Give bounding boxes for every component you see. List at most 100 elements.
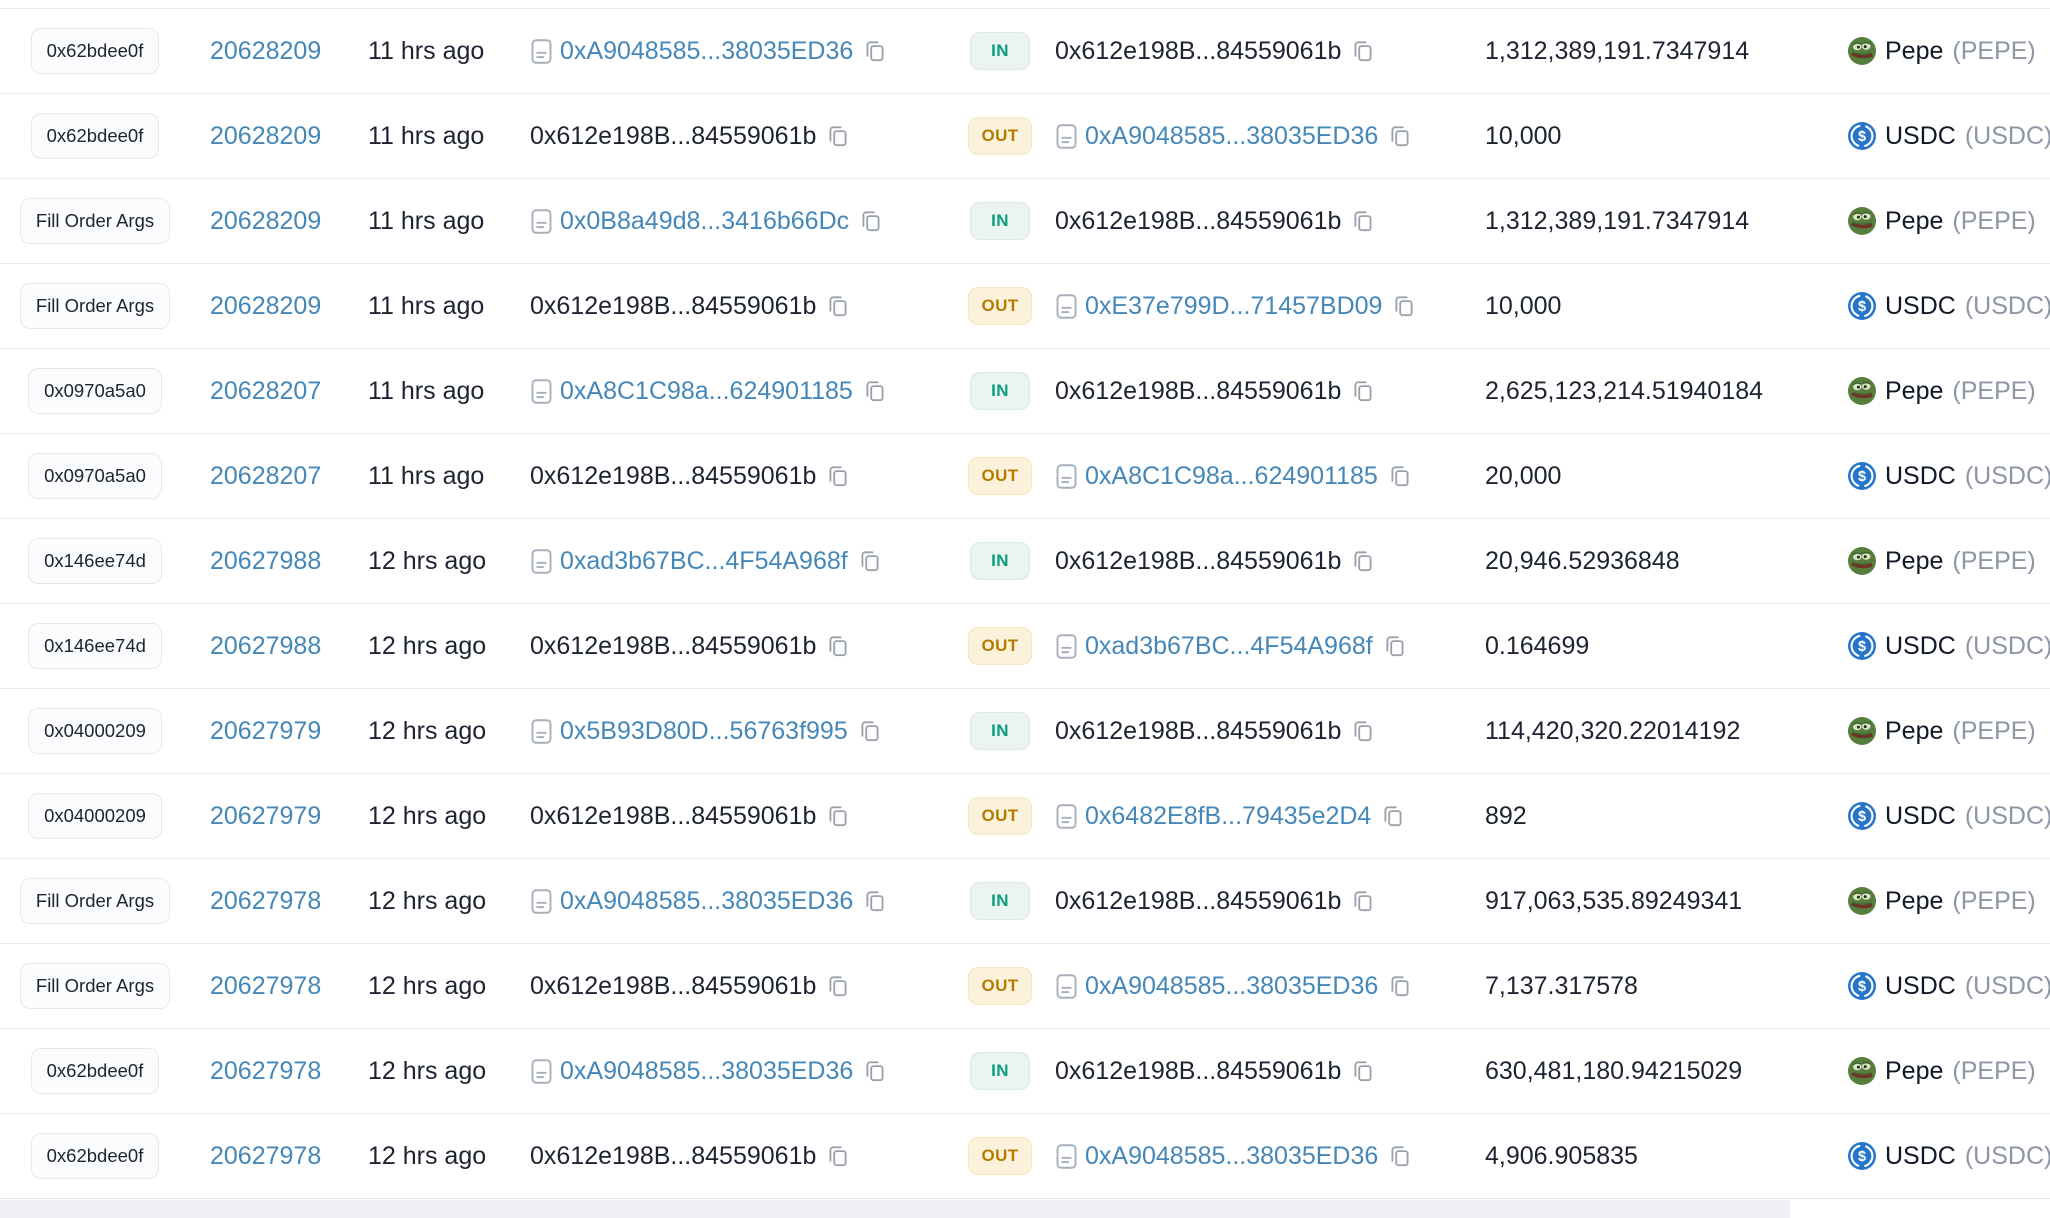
copy-to-address-icon[interactable] — [1387, 1143, 1413, 1169]
direction-badge: IN — [970, 542, 1030, 580]
to-address-link[interactable]: 0xE37e799D...71457BD09 — [1085, 291, 1383, 320]
from-address-link[interactable]: 0xA8C1C98a...624901185 — [560, 376, 853, 405]
token-symbol: (USDC) — [1964, 291, 2050, 320]
block-number-link[interactable]: 20628209 — [210, 36, 322, 65]
block-number-link[interactable]: 20628209 — [210, 291, 322, 320]
block-number-link[interactable]: 20628207 — [210, 376, 322, 405]
copy-to-address-icon[interactable] — [1387, 973, 1413, 999]
copy-from-address-icon[interactable] — [857, 718, 883, 744]
copy-from-address-icon[interactable] — [858, 208, 884, 234]
token-link[interactable]: $ Pepe (PEPE) — [1838, 377, 2050, 406]
copy-to-address-icon[interactable] — [1380, 803, 1406, 829]
copy-to-address-icon[interactable] — [1391, 293, 1417, 319]
token-link[interactable]: $ USDC (USDC) — [1838, 292, 2050, 321]
copy-to-address-icon[interactable] — [1382, 633, 1408, 659]
copy-to-address-icon[interactable] — [1350, 718, 1376, 744]
block-number-link[interactable]: 20627978 — [210, 971, 322, 1000]
block-number-link[interactable]: 20627988 — [210, 631, 322, 660]
contract-doc-icon — [530, 208, 553, 235]
token-link[interactable]: $ USDC (USDC) — [1838, 972, 2050, 1001]
token-symbol: (USDC) — [1964, 801, 2050, 830]
contract-doc-icon — [1055, 123, 1078, 150]
amount-text: 917,063,535.89249341 — [1485, 886, 1743, 915]
to-address-link[interactable]: 0xA9048585...38035ED36 — [1085, 971, 1379, 1000]
scrollbar-thumb[interactable] — [0, 1200, 1790, 1218]
copy-to-address-icon[interactable] — [1387, 463, 1413, 489]
block-number-link[interactable]: 20627988 — [210, 546, 322, 575]
svg-text:$: $ — [1858, 299, 1866, 315]
token-link[interactable]: $ USDC (USDC) — [1838, 122, 2050, 151]
to-address-link[interactable]: 0x6482E8fB...79435e2D4 — [1085, 801, 1372, 830]
block-number-link[interactable]: 20628207 — [210, 461, 322, 490]
from-address-link[interactable]: 0xA9048585...38035ED36 — [560, 886, 854, 915]
from-address-link[interactable]: 0xA9048585...38035ED36 — [560, 36, 854, 65]
token-link[interactable]: $ Pepe (PEPE) — [1838, 887, 2050, 916]
usdc-token-icon: $ — [1848, 632, 1876, 660]
copy-from-address-icon[interactable] — [825, 633, 851, 659]
from-address-text: 0x612e198B...84559061b — [530, 801, 817, 830]
token-link[interactable]: $ USDC (USDC) — [1838, 802, 2050, 831]
contract-doc-icon — [1055, 633, 1078, 660]
age-text: 11 hrs ago — [368, 376, 485, 405]
svg-text:$: $ — [1858, 469, 1866, 485]
token-link[interactable]: $ Pepe (PEPE) — [1838, 37, 2050, 66]
token-link[interactable]: $ USDC (USDC) — [1838, 462, 2050, 491]
copy-to-address-icon[interactable] — [1387, 123, 1413, 149]
copy-from-address-icon[interactable] — [862, 888, 888, 914]
copy-from-address-icon[interactable] — [825, 463, 851, 489]
from-address-link[interactable]: 0x0B8a49d8...3416b66Dc — [560, 206, 850, 235]
block-number-link[interactable]: 20627978 — [210, 1056, 322, 1085]
copy-from-address-icon[interactable] — [825, 293, 851, 319]
block-number-link[interactable]: 20627978 — [210, 1141, 322, 1170]
from-address-link[interactable]: 0xad3b67BC...4F54A968f — [560, 546, 848, 575]
copy-to-address-icon[interactable] — [1350, 548, 1376, 574]
token-link[interactable]: $ Pepe (PEPE) — [1838, 1057, 2050, 1086]
amount-text: 630,481,180.94215029 — [1485, 1056, 1743, 1085]
horizontal-scrollbar[interactable] — [0, 1198, 2050, 1218]
token-link[interactable]: $ USDC (USDC) — [1838, 1142, 2050, 1171]
token-link[interactable]: $ Pepe (PEPE) — [1838, 547, 2050, 576]
from-address-text: 0x612e198B...84559061b — [530, 631, 817, 660]
table-row: Fill Order Args 20627978 12 hrs ago 0x61… — [0, 943, 2050, 1028]
to-address-link[interactable]: 0xA8C1C98a...624901185 — [1085, 461, 1378, 490]
block-number-link[interactable]: 20628209 — [210, 206, 322, 235]
copy-from-address-icon[interactable] — [857, 548, 883, 574]
amount-text: 20,946.52936848 — [1485, 546, 1680, 575]
token-symbol: (PEPE) — [1952, 36, 2036, 65]
copy-to-address-icon[interactable] — [1350, 208, 1376, 234]
copy-from-address-icon[interactable] — [825, 973, 851, 999]
block-number-link[interactable]: 20627979 — [210, 801, 322, 830]
copy-from-address-icon[interactable] — [862, 38, 888, 64]
copy-from-address-icon[interactable] — [862, 1058, 888, 1084]
block-number-link[interactable]: 20627978 — [210, 886, 322, 915]
copy-from-address-icon[interactable] — [825, 123, 851, 149]
token-link[interactable]: $ USDC (USDC) — [1838, 632, 2050, 661]
pepe-token-icon — [1848, 1057, 1876, 1085]
to-address-link[interactable]: 0xA9048585...38035ED36 — [1085, 121, 1379, 150]
token-link[interactable]: $ Pepe (PEPE) — [1838, 717, 2050, 746]
from-address-text: 0x612e198B...84559061b — [530, 291, 817, 320]
method-badge: 0x62bdee0f — [30, 1133, 160, 1179]
copy-to-address-icon[interactable] — [1350, 1058, 1376, 1084]
token-link[interactable]: $ Pepe (PEPE) — [1838, 207, 2050, 236]
token-name: USDC — [1885, 461, 1956, 490]
from-address-link[interactable]: 0x5B93D80D...56763f995 — [560, 716, 848, 745]
token-symbol: (PEPE) — [1952, 206, 2036, 235]
copy-to-address-icon[interactable] — [1350, 888, 1376, 914]
amount-text: 892 — [1485, 801, 1527, 830]
pepe-token-icon — [1848, 377, 1876, 405]
copy-from-address-icon[interactable] — [825, 1143, 851, 1169]
to-address-link[interactable]: 0xad3b67BC...4F54A968f — [1085, 631, 1373, 660]
token-symbol: (USDC) — [1964, 971, 2050, 1000]
pepe-token-icon — [1848, 207, 1876, 235]
copy-from-address-icon[interactable] — [825, 803, 851, 829]
copy-to-address-icon[interactable] — [1350, 378, 1376, 404]
copy-to-address-icon[interactable] — [1350, 38, 1376, 64]
block-number-link[interactable]: 20628209 — [210, 121, 322, 150]
copy-from-address-icon[interactable] — [862, 378, 888, 404]
from-address-text: 0x612e198B...84559061b — [530, 1141, 817, 1170]
block-number-link[interactable]: 20627979 — [210, 716, 322, 745]
to-address-link[interactable]: 0xA9048585...38035ED36 — [1085, 1141, 1379, 1170]
from-address-link[interactable]: 0xA9048585...38035ED36 — [560, 1056, 854, 1085]
method-badge: 0x62bdee0f — [30, 1048, 160, 1094]
